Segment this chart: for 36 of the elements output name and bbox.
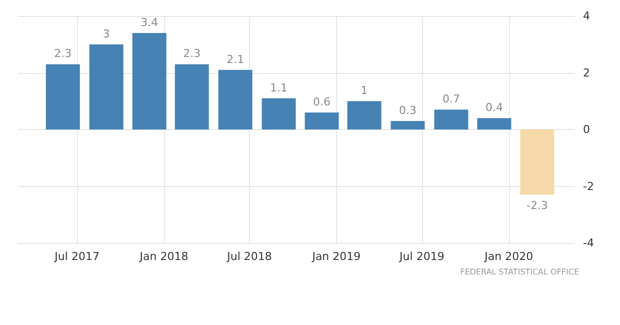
- bar: [218, 70, 252, 130]
- bar: [132, 33, 166, 130]
- x-tick-label: Jul 2017: [54, 250, 100, 263]
- x-tick-label: Jul 2019: [398, 250, 444, 263]
- bar: [347, 101, 382, 130]
- y-tick-label: -2: [583, 180, 594, 193]
- bar: [477, 118, 512, 130]
- y-tick-label: 0: [583, 123, 590, 136]
- x-tick-label: Jul 2018: [226, 250, 272, 263]
- text: FEDERAL STATISTICAL OFFICE: [460, 268, 580, 276]
- bar: [390, 120, 425, 130]
- bar: [46, 64, 80, 130]
- data-label: 1: [360, 84, 368, 98]
- bar: [434, 110, 468, 130]
- data-label: 3.4: [140, 16, 158, 30]
- data-label: -2.3: [526, 198, 548, 212]
- data-label: 2.3: [54, 47, 72, 60]
- data-label: 2.1: [226, 52, 244, 66]
- bar: [174, 64, 209, 130]
- bar: [89, 44, 124, 130]
- y-tick-label: 4: [583, 10, 590, 22]
- y-tick-label: -4: [583, 236, 594, 250]
- data-label: 1.1: [270, 81, 288, 94]
- data-label: 2.3: [183, 47, 201, 60]
- data-label: 0.6: [313, 95, 331, 108]
- data-label: 3: [102, 27, 110, 40]
- bar: [520, 130, 554, 195]
- bar: [262, 98, 296, 130]
- data-label: 0.7: [442, 92, 460, 106]
- y-tick-label: 2: [583, 66, 590, 80]
- data-label: 0.3: [399, 104, 417, 117]
- bar: [304, 112, 339, 130]
- x-tick-label: Jan 2019: [311, 250, 361, 263]
- x-tick-label: Jan 2020: [484, 250, 534, 263]
- x-tick-label: Jan 2018: [138, 250, 188, 263]
- data-label: 0.4: [485, 101, 503, 114]
